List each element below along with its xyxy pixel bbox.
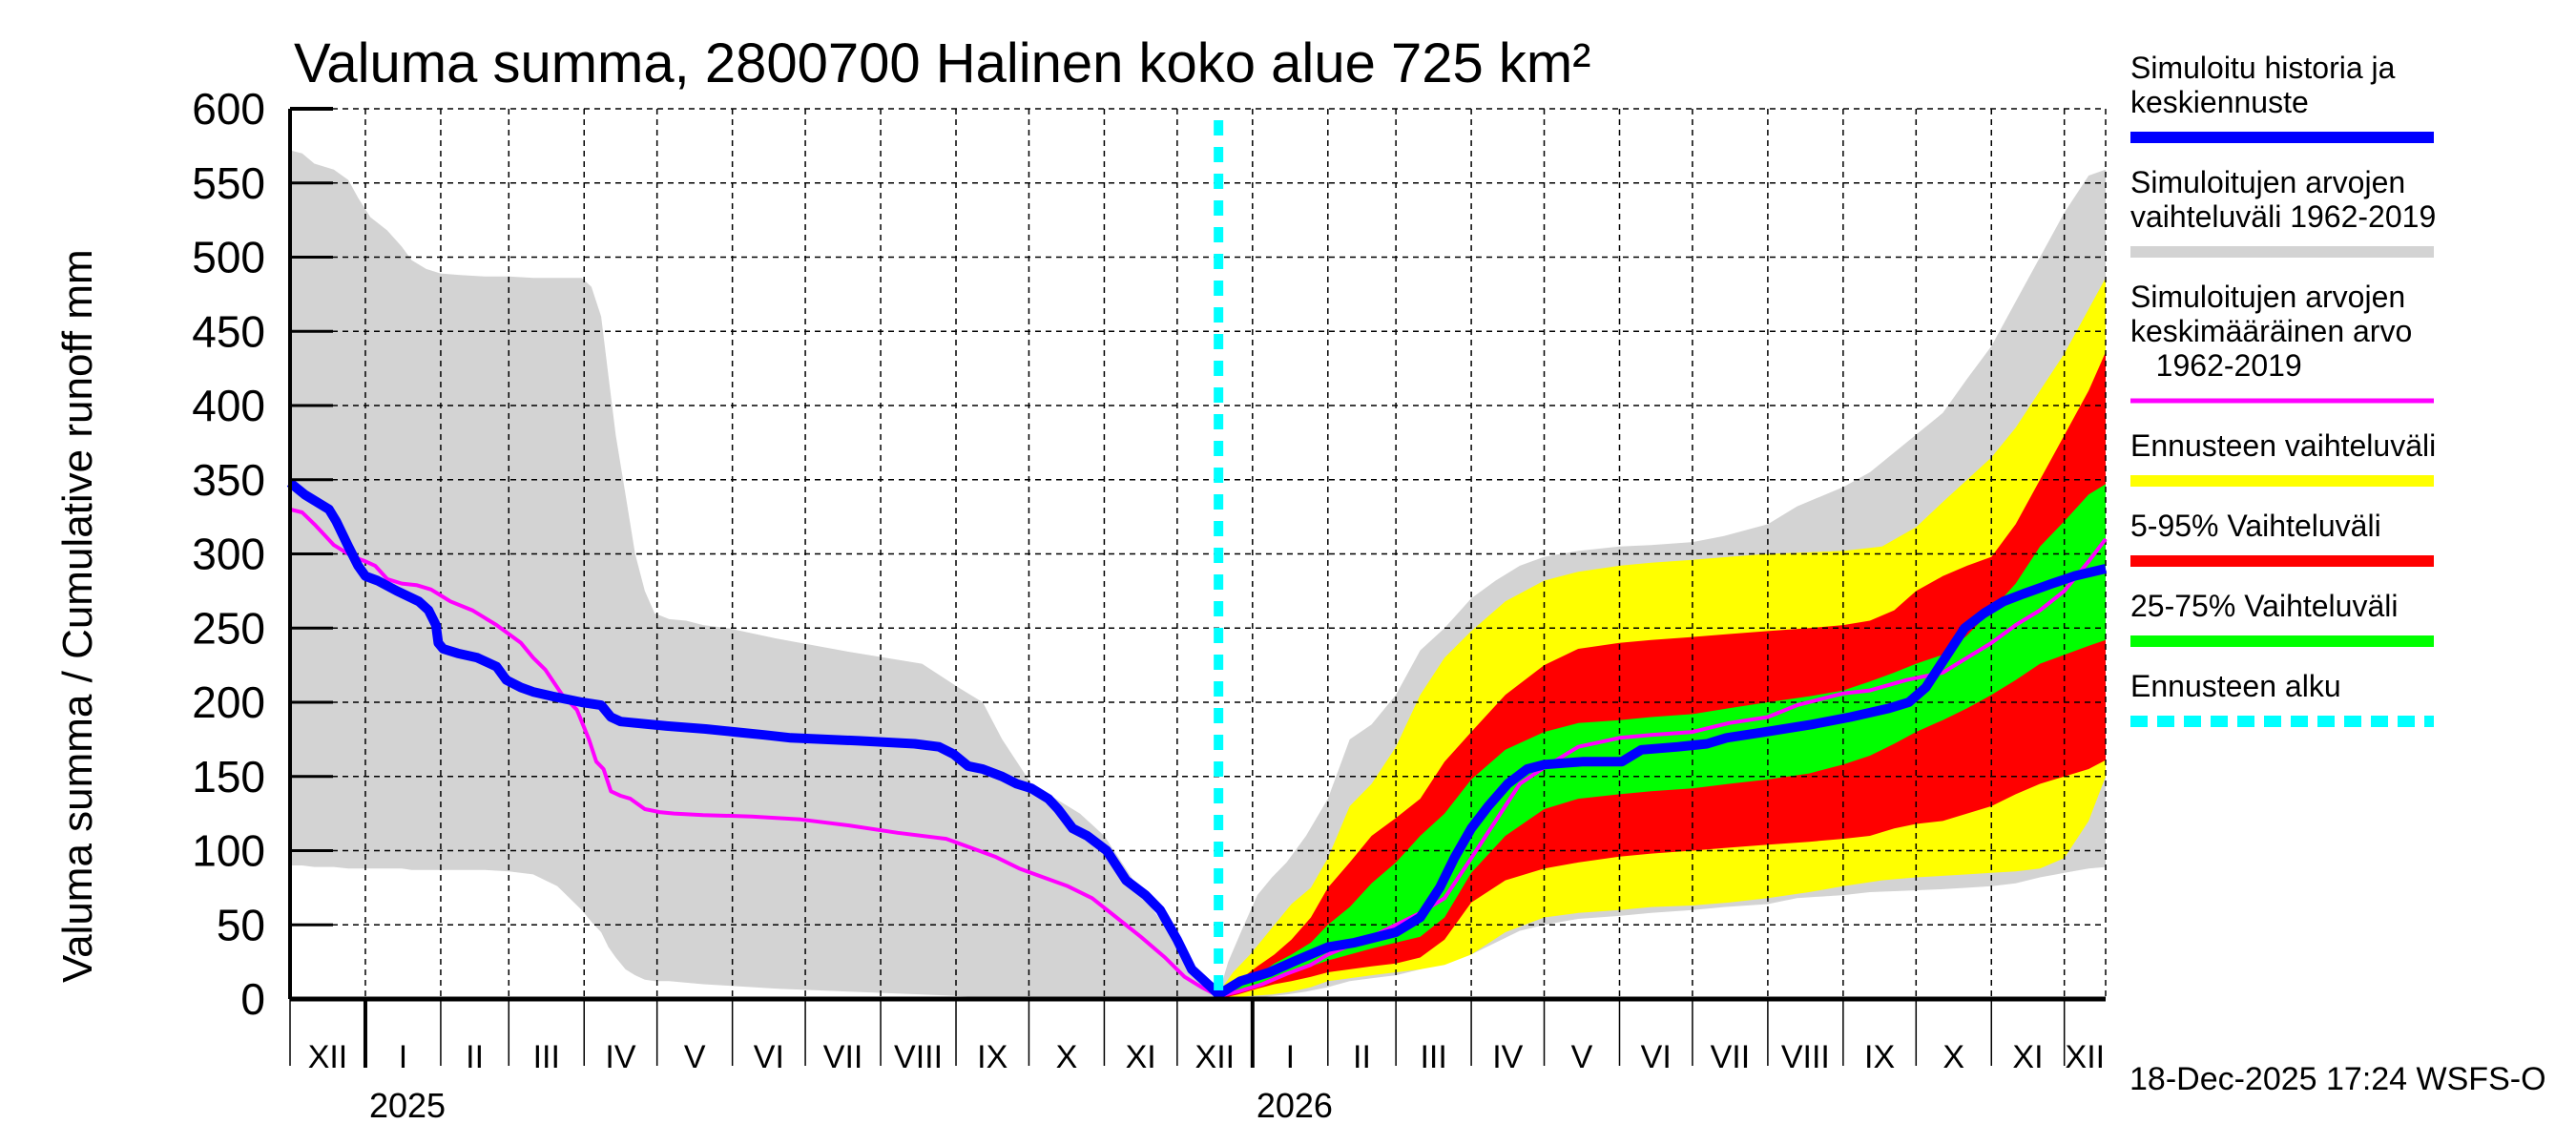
legend: Simuloitu historia jakeskiennusteSimuloi… <box>2130 51 2436 727</box>
x-tick-label: VIII <box>1781 1039 1830 1075</box>
y-tick-label: 500 <box>192 233 265 282</box>
x-tick-label: II <box>1353 1039 1371 1075</box>
legend-label: Simuloitu historia ja <box>2130 51 2396 85</box>
year-label: 2025 <box>369 1086 446 1125</box>
x-tick-label: IX <box>977 1039 1008 1075</box>
y-tick-label: 150 <box>192 752 265 802</box>
legend-item: 5-95% Vaihteluväli <box>2130 509 2434 567</box>
x-tick-label: VIII <box>894 1039 943 1075</box>
legend-label: 1962-2019 <box>2130 348 2302 383</box>
x-tick-label: XI <box>1126 1039 1156 1075</box>
band-25-75-vaihteluv-li <box>1218 484 2106 998</box>
y-tick-label: 300 <box>192 530 265 579</box>
x-tick-label: VII <box>823 1039 863 1075</box>
x-tick-label: X <box>1056 1039 1078 1075</box>
legend-item: Ennusteen vaihteluväli <box>2130 428 2436 487</box>
chart-title: Valuma summa, 2800700 Halinen koko alue … <box>294 32 1590 94</box>
year-label: 2026 <box>1257 1086 1333 1125</box>
y-tick-label: 550 <box>192 158 265 208</box>
y-tick-label: 250 <box>192 603 265 653</box>
grid-layer <box>290 108 2107 1000</box>
y-axis-label: Valuma summa / Cumulative runoff mm <box>54 249 101 983</box>
lines-layer <box>286 120 2108 1000</box>
timestamp: 18-Dec-2025 17:24 WSFS-O <box>2129 1061 2546 1097</box>
x-tick-label: IV <box>605 1039 635 1075</box>
x-tick-label: XII <box>2066 1039 2106 1075</box>
legend-label: vaihteluväli 1962-2019 <box>2130 199 2436 234</box>
legend-label: Ennusteen alku <box>2130 669 2341 703</box>
legend-label: 5-95% Vaihteluväli <box>2130 509 2381 543</box>
legend-label: keskimääräinen arvo <box>2130 314 2412 348</box>
band-simuloitujen-arvojen-vaihteluv-li-1962-2019 <box>290 150 1219 999</box>
x-tick-label: IX <box>1864 1039 1895 1075</box>
x-tick-label: V <box>684 1039 706 1075</box>
x-tick-label: VI <box>754 1039 784 1075</box>
x-tick-label: VI <box>1641 1039 1672 1075</box>
x-tick-label: III <box>533 1039 560 1075</box>
legend-item: 25-75% Vaihteluväli <box>2130 589 2434 647</box>
mean-simulated-line <box>289 507 2108 998</box>
x-tick-label: V <box>1571 1039 1593 1075</box>
y-tick-label: 50 <box>217 900 265 949</box>
x-tick-label: VII <box>1711 1039 1751 1075</box>
history-forecast-line <box>286 479 2108 1000</box>
x-tick-label: X <box>1942 1039 1964 1075</box>
y-tick-label: 0 <box>240 974 265 1024</box>
x-tick-label: I <box>1286 1039 1295 1075</box>
y-tick-label: 100 <box>192 826 265 876</box>
legend-label: 25-75% Vaihteluväli <box>2130 589 2398 623</box>
y-tick-label: 600 <box>192 84 265 134</box>
legend-label: Simuloitujen arvojen <box>2130 165 2405 199</box>
legend-item: Ennusteen alku <box>2130 669 2434 727</box>
x-tick-label: III <box>1420 1039 1446 1075</box>
legend-label: Simuloitujen arvojen <box>2130 280 2405 314</box>
x-tick-label: XI <box>2012 1039 2043 1075</box>
y-tick-label: 400 <box>192 381 265 430</box>
x-tick-label: XII <box>308 1039 348 1075</box>
x-tick-label: IV <box>1492 1039 1523 1075</box>
y-tick-label: 350 <box>192 455 265 505</box>
y-tick-label: 200 <box>192 677 265 727</box>
x-tick-label: I <box>399 1039 407 1075</box>
legend-label: Ennusteen vaihteluväli <box>2130 428 2436 463</box>
bands-layer <box>290 150 2106 1000</box>
legend-label: keskiennuste <box>2130 85 2309 119</box>
y-tick-label: 450 <box>192 306 265 356</box>
x-tick-label: II <box>466 1039 484 1075</box>
x-tick-label: XII <box>1195 1039 1236 1075</box>
